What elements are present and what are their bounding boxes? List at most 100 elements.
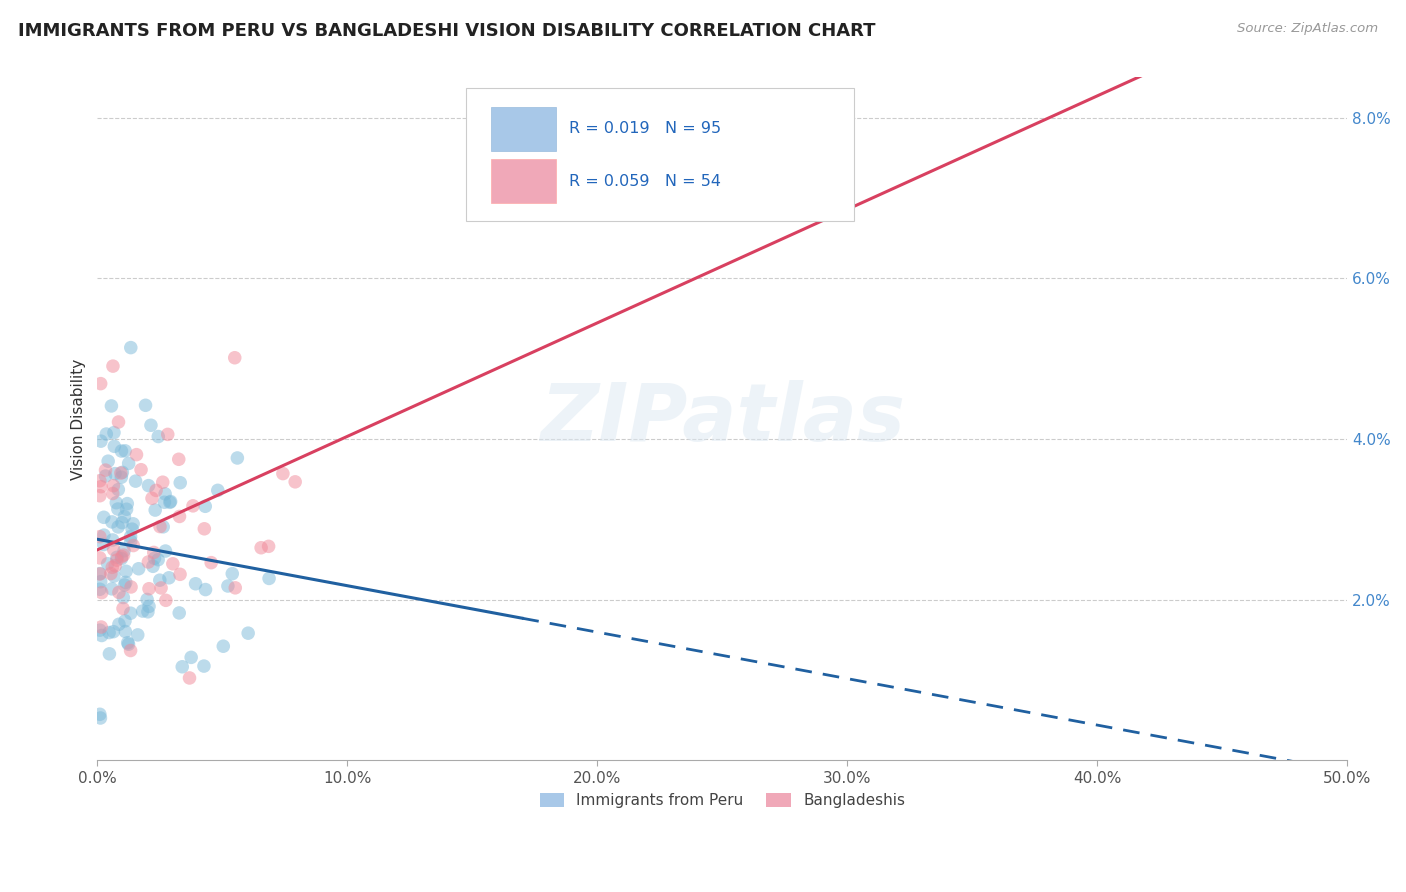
Point <box>150 581 173 595</box>
Point <box>159 495 181 509</box>
Point <box>105 553 128 567</box>
Point <box>112 509 135 524</box>
Point <box>90 585 112 599</box>
Point <box>105 496 128 510</box>
Point <box>114 443 136 458</box>
Point <box>169 567 191 582</box>
Point <box>146 552 169 566</box>
FancyBboxPatch shape <box>491 107 555 151</box>
Point <box>142 545 165 559</box>
Point <box>548 207 571 221</box>
Point <box>169 475 191 490</box>
Point <box>193 659 215 673</box>
Point <box>226 450 249 465</box>
Point <box>114 614 136 628</box>
Point <box>135 398 157 412</box>
Point <box>90 628 112 642</box>
Point <box>89 711 111 725</box>
Point <box>94 463 117 477</box>
Point <box>89 474 111 488</box>
Point <box>110 466 132 480</box>
Point <box>89 489 111 503</box>
Point <box>120 341 142 355</box>
Point <box>145 483 167 498</box>
Point <box>103 479 125 493</box>
Point <box>224 351 246 365</box>
Point <box>257 571 280 585</box>
FancyBboxPatch shape <box>491 160 555 203</box>
Point <box>149 573 172 587</box>
Point <box>124 474 146 488</box>
Point <box>212 639 235 653</box>
Point <box>138 555 160 569</box>
Point <box>110 551 132 566</box>
Point <box>257 539 280 553</box>
Point <box>107 520 129 534</box>
Point <box>115 502 138 516</box>
Point <box>129 463 152 477</box>
Point <box>103 439 125 453</box>
Point <box>103 542 125 557</box>
Point <box>89 530 111 544</box>
Point <box>128 562 150 576</box>
Point <box>139 418 162 433</box>
Point <box>167 606 190 620</box>
Point <box>90 620 112 634</box>
Point <box>114 575 136 590</box>
Point <box>97 557 120 571</box>
Point <box>224 581 246 595</box>
Point <box>122 539 145 553</box>
Point <box>159 494 181 508</box>
Text: IMMIGRANTS FROM PERU VS BANGLADESHI VISION DISABILITY CORRELATION CHART: IMMIGRANTS FROM PERU VS BANGLADESHI VISI… <box>18 22 876 40</box>
Point <box>181 499 204 513</box>
Point <box>136 592 159 607</box>
Point <box>141 491 163 506</box>
Point <box>152 520 174 534</box>
Point <box>120 580 142 594</box>
Point <box>143 551 166 566</box>
Point <box>180 650 202 665</box>
Point <box>138 599 160 614</box>
Point <box>93 510 115 524</box>
Point <box>90 574 112 589</box>
Point <box>155 544 177 558</box>
Point <box>148 429 170 443</box>
Text: R = 0.019   N = 95: R = 0.019 N = 95 <box>568 121 721 136</box>
Point <box>131 604 153 618</box>
Point <box>117 636 139 650</box>
Point <box>111 516 134 530</box>
Point <box>156 427 179 442</box>
Point <box>101 533 124 547</box>
Point <box>117 457 139 471</box>
Point <box>217 579 239 593</box>
Y-axis label: Vision Disability: Vision Disability <box>72 359 86 480</box>
Point <box>284 475 307 489</box>
Point <box>114 624 136 639</box>
Point <box>143 503 166 517</box>
Point <box>107 483 129 497</box>
Point <box>111 466 134 480</box>
Point <box>200 556 222 570</box>
Point <box>100 399 122 413</box>
Point <box>89 707 111 722</box>
Point <box>114 578 136 592</box>
Point <box>98 647 121 661</box>
Point <box>110 470 132 484</box>
Point <box>138 582 160 596</box>
Point <box>97 454 120 468</box>
Point <box>111 549 134 564</box>
Point <box>193 522 215 536</box>
Point <box>108 585 131 599</box>
Point <box>107 415 129 429</box>
Point <box>120 606 142 620</box>
Text: R = 0.059   N = 54: R = 0.059 N = 54 <box>568 174 720 189</box>
Point <box>112 548 135 562</box>
Point <box>153 487 176 501</box>
Point <box>207 483 229 498</box>
Point <box>89 550 111 565</box>
Point <box>122 516 145 531</box>
Point <box>152 475 174 490</box>
Point <box>120 530 142 544</box>
Point <box>138 478 160 492</box>
Point <box>221 566 243 581</box>
